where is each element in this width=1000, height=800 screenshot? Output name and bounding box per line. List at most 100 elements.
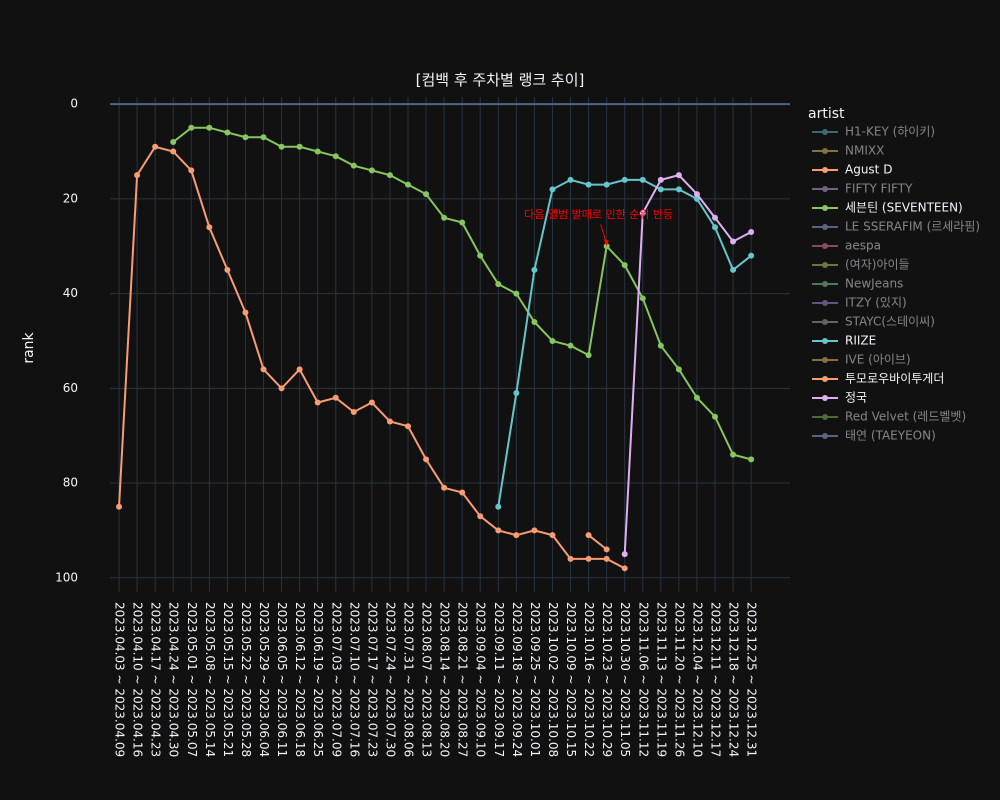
data-point — [730, 238, 737, 245]
x-tick-label: 2023.10.02 ~ 2023.10.08 — [546, 602, 560, 757]
data-point — [224, 129, 231, 136]
x-tick-label: 2023.09.11 ~ 2023.09.17 — [492, 602, 506, 757]
legend-label: IVE (아이브) — [845, 353, 911, 367]
data-point — [441, 484, 448, 491]
data-point — [404, 181, 411, 188]
data-point — [350, 162, 357, 169]
legend-item: 세븐틴 (SEVENTEEN) — [812, 201, 963, 215]
legend-label: 태연 (TAEYEON) — [845, 429, 936, 443]
data-point — [152, 143, 159, 150]
data-point — [567, 176, 574, 183]
x-tick-label: 2023.05.22 ~ 2023.05.28 — [239, 602, 253, 757]
y-axis-label: rank — [21, 331, 37, 363]
x-tick-label: 2023.11.13 ~ 2023.11.19 — [654, 602, 668, 757]
series-line — [587, 534, 608, 551]
legend-item: IVE (아이브) — [812, 353, 911, 367]
data-point — [712, 214, 719, 221]
legend-item: NMIXX — [812, 144, 884, 158]
legend-label: Agust D — [845, 163, 892, 177]
data-point — [278, 385, 285, 392]
x-tick-label: 2023.05.08 ~ 2023.05.14 — [203, 602, 217, 757]
legend-label: (여자)아이들 — [845, 258, 910, 272]
legend-label: H1-KEY (하이키) — [845, 125, 935, 139]
x-tick-label: 2023.05.01 ~ 2023.05.07 — [185, 602, 199, 757]
data-point — [693, 191, 700, 198]
data-point — [675, 186, 682, 193]
data-point — [549, 532, 556, 539]
legend-label: 투모로우바이투게더 — [845, 372, 944, 386]
legend-item: FIFTY FIFTY — [812, 182, 913, 196]
data-point — [423, 191, 430, 198]
x-tick-label: 2023.08.21 ~ 2023.08.27 — [456, 602, 470, 757]
data-point — [657, 176, 664, 183]
x-tick-label: 2023.07.03 ~ 2023.07.09 — [329, 602, 343, 757]
data-point — [206, 124, 213, 131]
data-point — [314, 148, 321, 155]
data-point — [657, 342, 664, 349]
legend-marker — [822, 414, 828, 420]
legend-marker — [822, 281, 828, 287]
data-point — [531, 319, 538, 325]
legend-label: FIFTY FIFTY — [845, 182, 913, 196]
data-point — [495, 527, 502, 534]
x-tick-label: 2023.07.24 ~ 2023.07.30 — [383, 602, 397, 757]
data-point — [730, 451, 737, 458]
legend-title: artist — [808, 106, 845, 122]
x-tick-label: 2023.06.12 ~ 2023.06.18 — [293, 602, 307, 757]
data-point — [513, 290, 520, 297]
data-point — [549, 186, 556, 193]
data-point — [368, 399, 375, 406]
data-point — [549, 337, 556, 344]
data-point — [170, 148, 177, 155]
data-point — [386, 418, 393, 425]
data-point — [748, 229, 755, 235]
data-point — [585, 532, 592, 539]
data-point — [134, 172, 141, 179]
legend-label: aespa — [845, 239, 881, 253]
y-tick-label: 60 — [63, 381, 78, 395]
legend-label: 정국 — [845, 391, 867, 405]
x-tick-label: 2023.04.10 ~ 2023.04.16 — [131, 602, 145, 757]
x-tick-label: 2023.05.15 ~ 2023.05.21 — [221, 602, 235, 757]
legend-marker — [822, 395, 828, 401]
legend-item: (여자)아이들 — [812, 258, 910, 272]
legend-label: NMIXX — [845, 144, 884, 158]
legend-label: Red Velvet (레드벨벳) — [845, 410, 966, 424]
legend-marker — [822, 224, 828, 230]
legend-marker — [822, 205, 828, 211]
legend-item: Red Velvet (레드벨벳) — [812, 410, 966, 424]
data-point — [260, 366, 267, 373]
legend-item: NewJeans — [812, 277, 903, 291]
x-tick-label: 2023.12.11 ~ 2023.12.17 — [709, 602, 723, 757]
data-point — [188, 124, 195, 131]
data-point — [603, 555, 610, 562]
x-tick-label: 2023.11.20 ~ 2023.11.26 — [672, 602, 686, 757]
data-point — [332, 394, 339, 401]
x-tick-label: 2023.06.05 ~ 2023.06.11 — [275, 602, 289, 757]
data-point — [513, 532, 520, 539]
legend-label: STAYC(스테이씨) — [845, 315, 935, 329]
data-point — [693, 394, 700, 401]
x-tick-label: 2023.10.16 ~ 2023.10.22 — [582, 602, 596, 757]
x-tick-label: 2023.08.07 ~ 2023.08.13 — [420, 602, 434, 757]
data-point — [621, 551, 628, 558]
legend-item: 투모로우바이투게더 — [812, 372, 944, 386]
y-tick-label: 0 — [70, 97, 78, 111]
y-tick-label: 80 — [63, 476, 78, 490]
data-point — [748, 456, 755, 463]
legend-marker — [822, 243, 828, 249]
legend-marker — [822, 376, 828, 382]
data-point — [675, 172, 682, 179]
data-point — [639, 210, 646, 217]
data-point — [477, 513, 484, 520]
data-point — [621, 565, 628, 572]
data-point — [477, 252, 484, 259]
legend-item: Agust D — [812, 163, 892, 177]
legend-item: aespa — [812, 239, 881, 253]
y-tick-label: 20 — [63, 191, 78, 205]
data-point — [296, 143, 303, 150]
data-point — [603, 546, 610, 553]
x-tick-label: 2023.07.31 ~ 2023.08.06 — [401, 602, 415, 757]
